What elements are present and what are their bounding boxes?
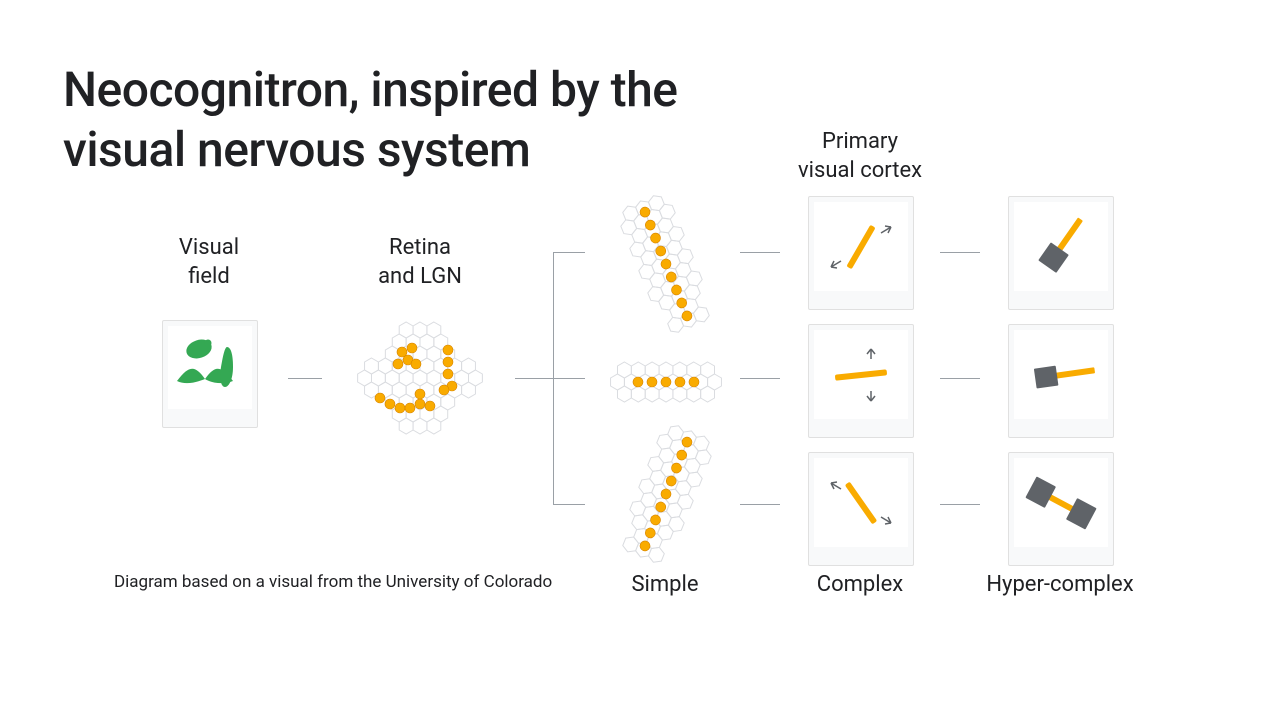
slide: Neocognitron, inspired by the visual ner… [0, 0, 1280, 720]
connector [940, 252, 980, 253]
label-complex: Complex [790, 571, 930, 600]
complex-bot-inner [814, 458, 908, 547]
connector [740, 504, 780, 505]
retina-hex-cluster [350, 308, 490, 448]
simple-cluster-mid [604, 352, 728, 412]
hyper-panel-bot [1008, 452, 1114, 566]
label-simple: Simple [600, 571, 730, 600]
attribution-caption: Diagram based on a visual from the Unive… [114, 572, 552, 592]
simple-bot-svg [606, 414, 726, 574]
simple-cluster-bot [606, 414, 726, 574]
simple-top-svg [606, 184, 726, 344]
hyper-bot-inner [1014, 458, 1108, 547]
connector [553, 252, 585, 253]
complex-mid-inner [814, 330, 908, 419]
connector [740, 252, 780, 253]
complex-panel-top [808, 196, 914, 310]
hyper-top-inner [1014, 202, 1108, 291]
hyper-panel-top [1008, 196, 1114, 310]
connector-vertical [553, 252, 554, 505]
connector [288, 378, 322, 379]
connector [940, 378, 980, 379]
plant-icon [171, 333, 249, 403]
retina-svg [350, 308, 490, 448]
label-primary-visual-cortex: Primary visual cortex [780, 128, 940, 185]
slide-title: Neocognitron, inspired by the visual ner… [63, 60, 678, 180]
complex-panel-mid [808, 324, 914, 438]
visual-field-inner [168, 326, 252, 409]
simple-cluster-top [606, 184, 726, 344]
connector [940, 504, 980, 505]
label-visual-field: Visual field [154, 234, 264, 291]
hyper-panel-mid [1008, 324, 1114, 438]
connector [515, 378, 585, 379]
complex-top-inner [814, 202, 908, 291]
title-line-1: Neocognitron, inspired by the [63, 61, 678, 118]
connector [740, 378, 780, 379]
title-line-2: visual nervous system [63, 121, 530, 178]
label-retina-lgn: Retina and LGN [360, 234, 480, 291]
hyper-mid-inner [1014, 330, 1108, 419]
visual-field-panel [162, 320, 258, 428]
connector [553, 504, 585, 505]
label-hyper-complex: Hyper-complex [980, 571, 1140, 600]
complex-panel-bot [808, 452, 914, 566]
simple-mid-svg [604, 352, 728, 412]
